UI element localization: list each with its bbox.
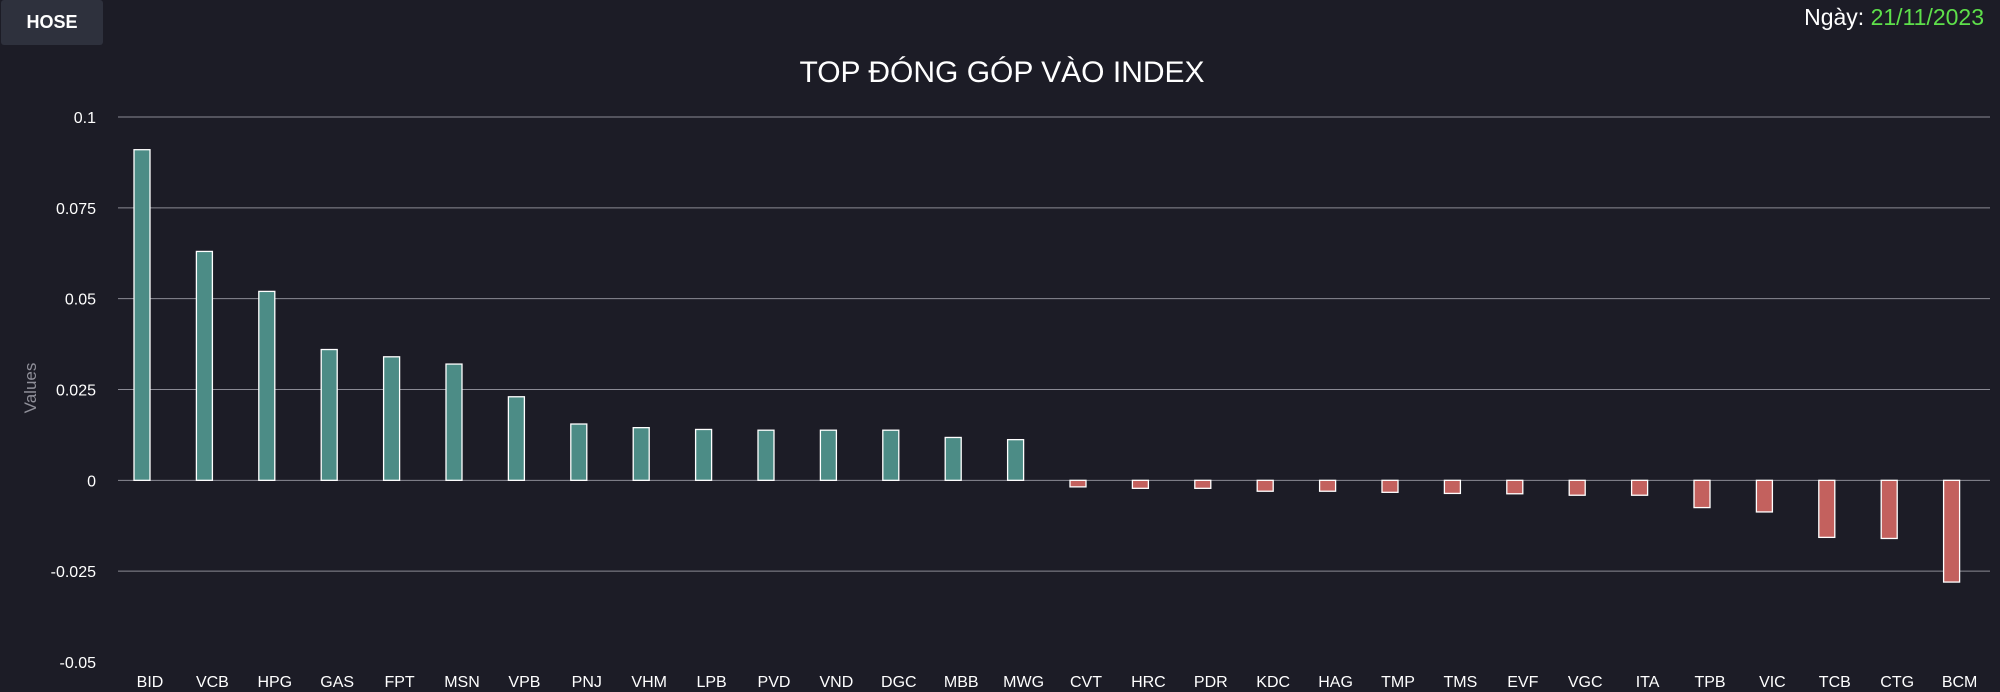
x-tick-label: GAS — [320, 674, 354, 691]
y-tick-label: 0.075 — [56, 201, 96, 218]
x-tick-label: HRC — [1131, 674, 1166, 691]
y-tick-labels: 0.1 0.075 0.05 0.025 0 -0.025 -0.05 — [51, 110, 96, 672]
x-tick-label: TMS — [1444, 674, 1478, 691]
date-value: 21/11/2023 — [1870, 4, 1984, 30]
bars — [133, 149, 1961, 583]
bar-bcm[interactable] — [1942, 479, 1961, 583]
bar-tpb[interactable] — [1693, 479, 1711, 509]
x-tick-label: PDR — [1194, 674, 1228, 691]
y-tick-label: -0.05 — [60, 655, 97, 672]
bar-vcb[interactable] — [195, 250, 214, 481]
date-label: Ngày: — [1804, 4, 1865, 30]
bar-vnd[interactable] — [819, 429, 838, 481]
x-tick-label: LPB — [696, 674, 726, 691]
y-tick-label: -0.025 — [51, 564, 96, 581]
bar-tcb[interactable] — [1818, 479, 1836, 539]
bar-pnj[interactable] — [570, 423, 588, 481]
x-tick-label: VIC — [1759, 674, 1786, 691]
bar-mwg[interactable] — [1006, 438, 1025, 481]
x-tick-label: TPB — [1694, 674, 1725, 691]
bar-vhm[interactable] — [632, 426, 650, 481]
x-tick-label: CTG — [1880, 674, 1914, 691]
x-tick-label: MBB — [944, 674, 979, 691]
x-tick-label: PNJ — [572, 674, 602, 691]
x-tick-label: FPT — [384, 674, 414, 691]
x-tick-label: MSN — [444, 674, 480, 691]
y-tick-label: 0.05 — [65, 292, 96, 309]
x-tick-label: VPB — [508, 674, 540, 691]
bar-tms[interactable] — [1443, 479, 1462, 495]
bar-pvd[interactable] — [757, 429, 775, 481]
x-tick-label: CVT — [1070, 674, 1102, 691]
bar-kdc[interactable] — [1256, 479, 1274, 492]
y-tick-label: 0 — [87, 473, 96, 490]
date-display: Ngày: 21/11/2023 — [1804, 4, 1984, 31]
chart-title: TOP ĐÓNG GÓP VÀO INDEX — [799, 56, 1204, 89]
bar-ita[interactable] — [1630, 479, 1649, 496]
x-tick-label: MWG — [1003, 674, 1044, 691]
bar-pdr[interactable] — [1194, 479, 1212, 489]
x-tick-label: HPG — [257, 674, 292, 691]
exchange-button[interactable]: HOSE — [1, 0, 103, 45]
bar-lpb[interactable] — [694, 428, 713, 481]
bar-cvt[interactable] — [1069, 479, 1087, 488]
x-tick-label: EVF — [1507, 674, 1538, 691]
x-tick-label: VND — [820, 674, 854, 691]
bar-vic[interactable] — [1755, 479, 1774, 513]
x-tick-label: PVD — [758, 674, 791, 691]
bar-msn[interactable] — [445, 363, 463, 481]
bar-mbb[interactable] — [944, 436, 962, 481]
x-tick-label: TMP — [1381, 674, 1415, 691]
x-tick-label: VHM — [631, 674, 667, 691]
x-tick-label: ITA — [1636, 674, 1660, 691]
bar-tmp[interactable] — [1381, 479, 1399, 493]
bar-gas[interactable] — [320, 348, 338, 481]
x-tick-label: VGC — [1568, 674, 1603, 691]
bar-fpt[interactable] — [382, 356, 401, 481]
x-tick-label: TCB — [1819, 674, 1851, 691]
bar-hpg[interactable] — [258, 290, 276, 481]
x-tick-label: BCM — [1942, 674, 1978, 691]
x-tick-labels: BID VCB HPG GAS FPT MSN VPB PNJ VHM LPB PVD VND DGC M… — [137, 674, 1978, 691]
bar-dgc[interactable] — [882, 429, 900, 481]
y-tick-label: 0.025 — [56, 383, 96, 400]
x-tick-label: VCB — [196, 674, 229, 691]
x-tick-label: DGC — [881, 674, 917, 691]
bar-hrc[interactable] — [1131, 479, 1150, 489]
bar-vgc[interactable] — [1568, 479, 1586, 496]
y-tick-label: 0.1 — [74, 110, 96, 127]
x-tick-label: BID — [137, 674, 164, 691]
x-tick-label: KDC — [1256, 674, 1290, 691]
bar-ctg[interactable] — [1880, 479, 1898, 540]
bar-hag[interactable] — [1318, 479, 1337, 492]
x-tick-label: HAG — [1318, 674, 1353, 691]
bar-vpb[interactable] — [507, 396, 526, 481]
y-axis-label: Values — [21, 363, 40, 414]
bar-evf[interactable] — [1506, 479, 1524, 495]
bar-bid[interactable] — [133, 149, 151, 481]
grid-lines — [118, 116, 1990, 572]
